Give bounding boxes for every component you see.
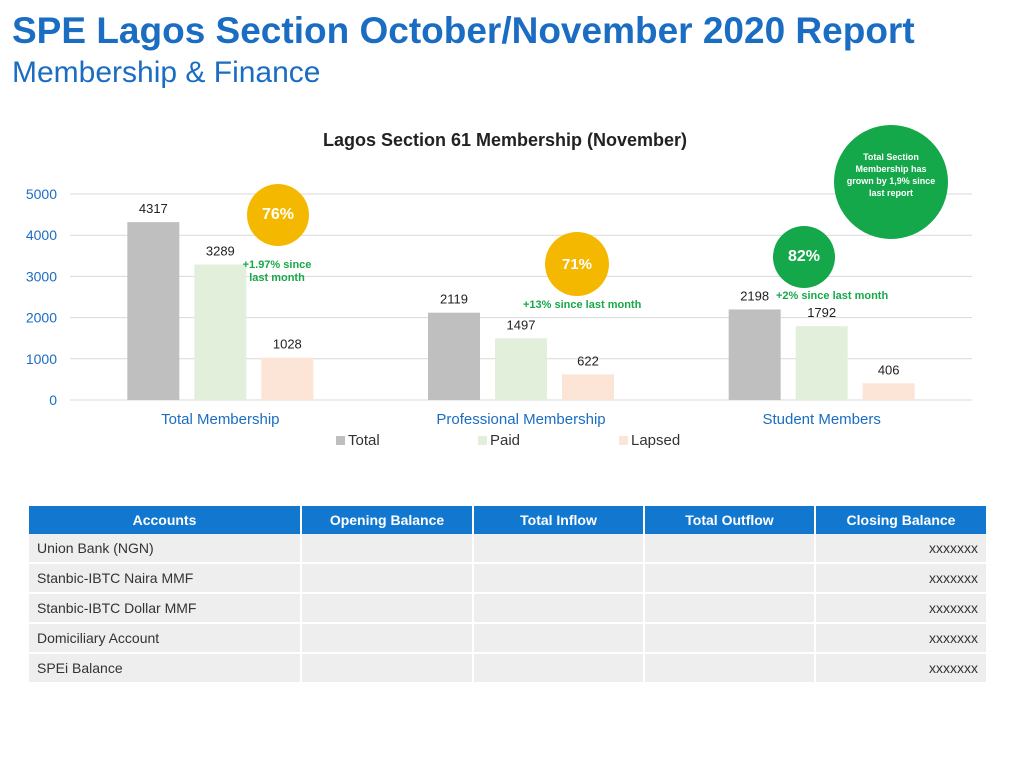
x-tick-label: Professional Membership <box>436 411 605 428</box>
opening-balance-cell <box>301 623 474 654</box>
closing-balance-cell: xxxxxxx <box>815 653 988 684</box>
chart-title: Lagos Section 61 Membership (November) <box>322 130 688 150</box>
column-header-closing-balance: Closing Balance <box>815 506 988 534</box>
accounts-table: Accounts Opening Balance Total Inflow To… <box>29 506 988 684</box>
paid-ratio-professional-bubble: 71% <box>545 232 609 296</box>
paid-ratio-total-text: 76% <box>261 206 295 223</box>
x-tick-label: Total Membership <box>161 411 279 428</box>
table-row: Domiciliary Account xxxxxxx <box>29 623 988 654</box>
data-label: 2119 <box>440 292 468 307</box>
data-label: 2198 <box>740 288 769 303</box>
column-header-accounts: Accounts <box>29 506 302 534</box>
data-label: 4317 <box>139 201 168 216</box>
table-row: Union Bank (NGN) xxxxxxx <box>29 534 988 564</box>
y-tick-label: 5000 <box>26 186 57 202</box>
account-name-cell: Domiciliary Account <box>29 623 302 654</box>
account-name-cell: Union Bank (NGN) <box>29 534 302 564</box>
total-outflow-cell <box>644 534 816 564</box>
y-tick-label: 3000 <box>26 268 57 284</box>
legend-label-total: Total <box>348 432 380 449</box>
legend-item-total: Total <box>336 432 380 449</box>
opening-balance-cell <box>301 563 474 594</box>
bar <box>428 312 480 400</box>
y-tick-label: 1000 <box>26 351 57 367</box>
data-label: 1792 <box>807 305 836 320</box>
bar <box>862 383 915 400</box>
legend-item-paid: Paid <box>478 432 520 449</box>
closing-balance-cell: xxxxxxx <box>815 534 988 564</box>
y-tick-label: 2000 <box>26 310 57 326</box>
data-label: 1028 <box>273 337 302 352</box>
paid-ratio-student-text: 82% <box>787 248 821 265</box>
data-label: 1497 <box>507 317 536 332</box>
total-outflow-cell <box>644 563 816 594</box>
data-label: 622 <box>577 353 599 368</box>
opening-balance-cell <box>301 534 474 564</box>
total-outflow-cell <box>644 623 816 654</box>
x-tick-label: Student Members <box>762 411 880 428</box>
paid-ratio-student-bubble: 82% <box>773 226 835 288</box>
table-row: Stanbic-IBTC Naira MMF xxxxxxx <box>29 563 988 594</box>
student-change-note: +2% since last month <box>776 290 889 302</box>
legend-item-lapsed: Lapsed <box>619 432 680 449</box>
legend-label-lapsed: Lapsed <box>631 432 681 449</box>
y-tick-label: 0 <box>49 392 57 408</box>
column-header-total-outflow: Total Outflow <box>644 506 816 534</box>
account-name-cell: Stanbic-IBTC Dollar MMF <box>29 593 302 624</box>
membership-growth-text: Total Section Membership has grown by 1,… <box>846 152 936 198</box>
total-change-note: +1.97% since last month <box>242 259 312 284</box>
bar <box>194 264 247 400</box>
table-row: SPEi Balance xxxxxxx <box>29 653 988 684</box>
total-inflow-cell <box>473 623 645 654</box>
membership-bar-chart: 0 1000 2000 3000 4000 5000 4317 3289 1028 Total M… <box>26 186 972 428</box>
total-inflow-cell <box>473 563 645 594</box>
bar <box>127 222 180 400</box>
total-outflow-cell <box>644 653 816 684</box>
account-name-cell: SPEi Balance <box>29 653 302 684</box>
account-name-cell: Stanbic-IBTC Naira MMF <box>29 563 302 594</box>
column-header-opening-balance: Opening Balance <box>301 506 474 534</box>
page-title: SPE Lagos Section October/November 2020 … <box>12 10 915 51</box>
bar <box>495 338 547 400</box>
bar <box>795 326 848 400</box>
column-header-total-inflow: Total Inflow <box>473 506 645 534</box>
bar <box>562 374 614 400</box>
closing-balance-cell: xxxxxxx <box>815 593 988 624</box>
bar <box>261 357 314 400</box>
legend-label-paid: Paid <box>490 432 521 449</box>
opening-balance-cell <box>301 653 474 684</box>
total-inflow-cell <box>473 653 645 684</box>
legend-swatch-total <box>336 436 345 445</box>
table-header-row: Accounts Opening Balance Total Inflow To… <box>29 506 988 534</box>
legend-swatch-paid <box>478 436 487 445</box>
page-subtitle: Membership & Finance <box>12 56 321 89</box>
professional-change-note: +13% since last month <box>523 299 642 311</box>
legend-swatch-lapsed <box>619 436 628 445</box>
membership-growth-bubble: Total Section Membership has grown by 1,… <box>834 125 948 239</box>
data-label: 3289 <box>206 243 235 258</box>
total-inflow-cell <box>473 593 645 624</box>
total-inflow-cell <box>473 534 645 564</box>
closing-balance-cell: xxxxxxx <box>815 623 988 654</box>
table-row: Stanbic-IBTC Dollar MMF xxxxxxx <box>29 593 988 624</box>
data-label: 406 <box>878 362 900 377</box>
paid-ratio-total-bubble: 76% <box>247 184 309 246</box>
bar <box>728 309 781 400</box>
total-outflow-cell <box>644 593 816 624</box>
paid-ratio-professional-text: 71% <box>561 255 593 273</box>
closing-balance-cell: xxxxxxx <box>815 563 988 594</box>
opening-balance-cell <box>301 593 474 624</box>
y-tick-label: 4000 <box>26 227 57 243</box>
